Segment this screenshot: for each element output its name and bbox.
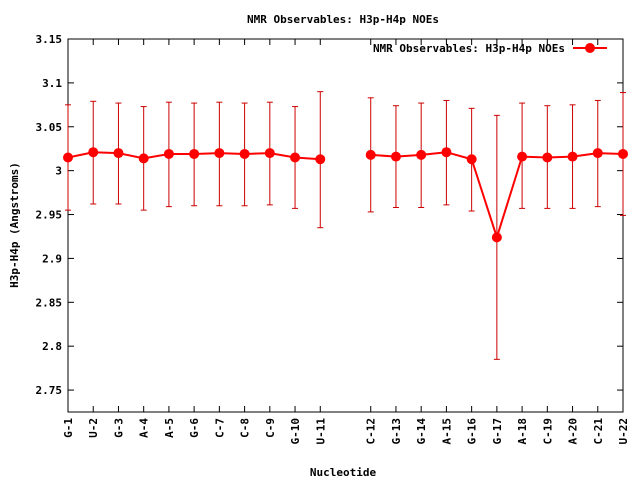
data-point [264,148,275,159]
data-point [365,149,376,160]
x-tick-label: G-3 [112,418,125,438]
x-tick-label: G-13 [390,418,403,445]
x-axis: G-1 U-2 G-3 A-4 A-5 G-6 C-7 C-8 C-9 G-10 U-11 C-12 G… [62,39,630,445]
x-tick-label: U-22 [617,418,630,445]
y-tick-label: 2.85 [36,296,63,309]
data-point [113,148,124,159]
data-point [390,151,401,162]
data-points [63,147,628,243]
x-tick-label: A-4 [138,418,151,438]
x-tick-label: C-9 [264,418,277,438]
data-point [214,148,225,159]
x-tick-label: U-11 [314,418,327,445]
x-tick-label: C-8 [239,418,252,438]
x-tick-label: U-2 [87,418,100,438]
legend-label: NMR Observables: H3p-H4p NOEs [373,42,565,55]
data-point [163,148,174,159]
x-tick-label: A-5 [163,418,176,438]
y-tick-label: 2.8 [42,340,62,353]
legend: NMR Observables: H3p-H4p NOEs [373,42,607,55]
y-axis: 2.75 2.8 2.85 2.9 2.95 3 3.05 3.1 3.15 [36,33,623,397]
x-tick-label: C-7 [213,418,226,438]
x-tick-label: G-6 [188,418,201,438]
y-tick-label: 3.15 [36,33,63,46]
data-point [63,152,73,163]
data-point [315,154,326,165]
data-point [138,153,149,164]
x-tick-label: G-17 [491,418,504,445]
x-axis-label: Nucleotide [310,466,377,479]
data-point [542,152,553,163]
plot-frame [67,38,624,413]
x-tick-label: C-19 [541,418,554,445]
y-tick-label: 2.9 [42,252,62,265]
data-point [88,147,99,158]
x-tick-label: G-10 [289,418,302,445]
legend-marker [585,43,595,53]
data-point [618,148,628,159]
y-tick-label: 2.75 [36,384,63,397]
x-tick-label: G-16 [466,418,479,445]
data-point [441,147,452,158]
y-tick-label: 3.1 [42,77,62,90]
y-tick-label: 2.95 [36,209,63,222]
data-point [592,148,603,159]
x-tick-label: G-14 [415,418,428,445]
y-axis-label: H3p-H4p (Angstroms) [8,162,21,288]
data-point [466,154,477,165]
x-tick-label: G-1 [62,418,75,438]
series-lines [67,151,624,241]
data-point [239,148,250,159]
data-point [491,232,502,243]
data-point [189,148,200,159]
chart-title: NMR Observables: H3p-H4p NOEs [247,13,439,26]
x-tick-label: A-18 [516,418,529,445]
x-tick-label: A-15 [440,418,453,445]
data-point [416,149,427,160]
x-tick-label: A-20 [567,418,580,445]
error-bars [65,91,626,360]
y-tick-label: 3 [55,165,62,178]
x-tick-label: C-21 [592,418,605,445]
y-tick-label: 3.05 [36,121,63,134]
x-tick-label: C-12 [365,418,378,445]
data-point [290,152,301,163]
data-point [567,151,578,162]
data-point [517,151,528,162]
